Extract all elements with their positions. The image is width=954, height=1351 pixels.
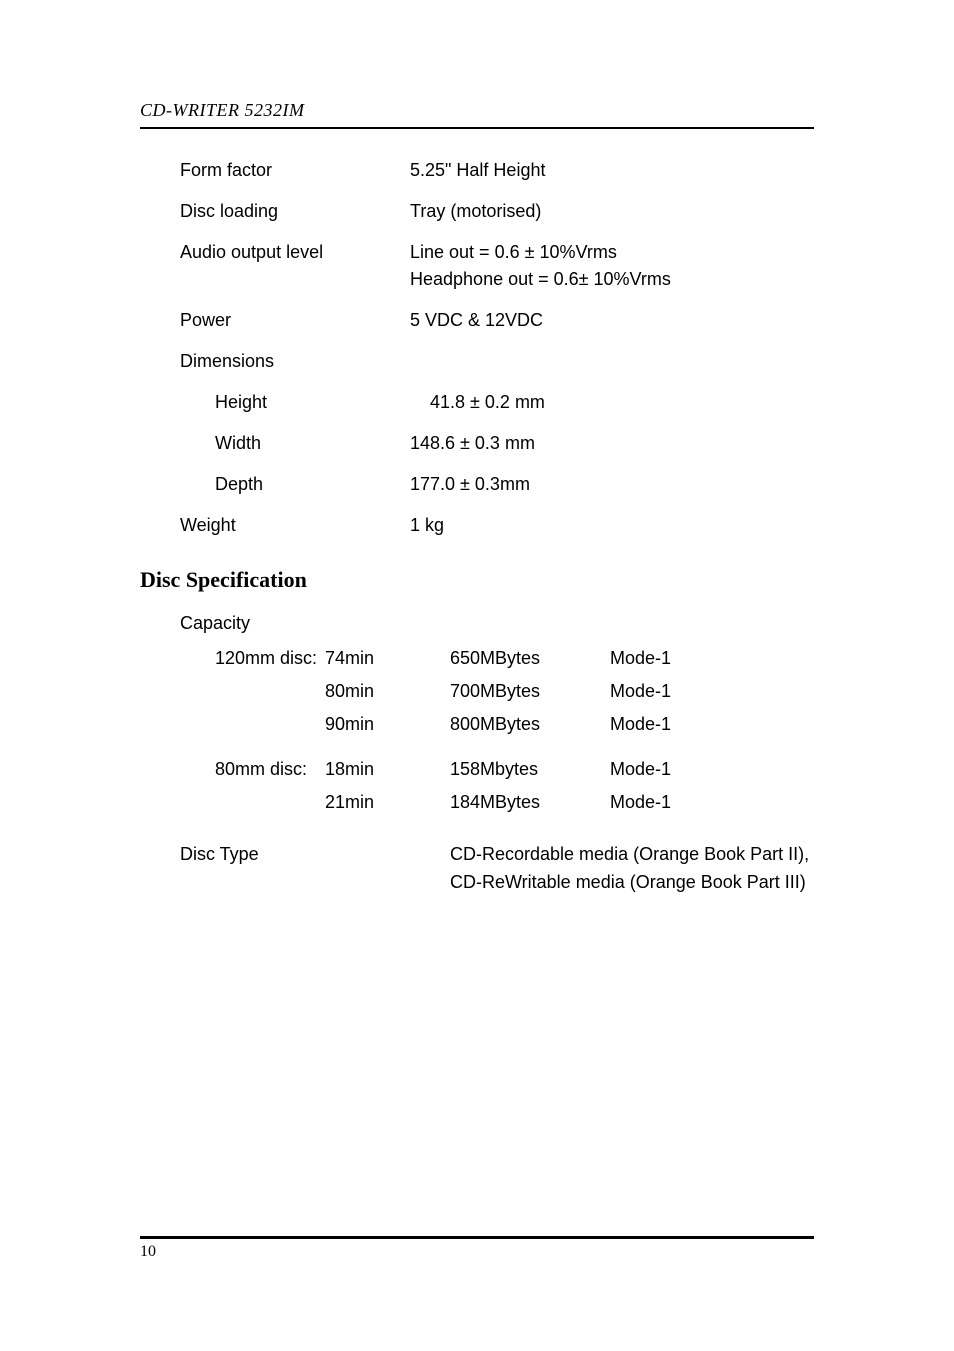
spec-row: Dimensions	[140, 348, 814, 375]
disc-type-value: CD-Recordable media (Orange Book Part II…	[450, 841, 814, 897]
header-title: CD-WRITER 5232IM	[140, 100, 814, 121]
spec-value: 148.6 ± 0.3 mm	[410, 430, 814, 457]
page-number: 10	[140, 1243, 814, 1261]
spec-row: Depth177.0 ± 0.3mm	[140, 471, 814, 498]
capacity-cell: 80min	[325, 681, 450, 702]
spec-label: Disc loading	[140, 198, 410, 225]
spec-label: Width	[140, 430, 410, 457]
spec-label: Form factor	[140, 157, 410, 184]
capacity-cell	[140, 792, 325, 813]
capacity-cell: 80mm disc:	[140, 759, 325, 780]
spec-label: Depth	[140, 471, 410, 498]
spec-value: 41.8 ± 0.2 mm	[410, 389, 814, 416]
spec-row: Height 41.8 ± 0.2 mm	[140, 389, 814, 416]
spec-value: Line out = 0.6 ± 10%Vrms Headphone out =…	[410, 239, 814, 293]
footer: 10	[140, 1236, 814, 1261]
capacity-cell: Mode-1	[610, 681, 671, 702]
spec-value	[410, 348, 814, 375]
footer-rule	[140, 1236, 814, 1239]
capacity-row: 80min700MBytesMode-1	[140, 681, 814, 702]
spec-value: Tray (motorised)	[410, 198, 814, 225]
spec-label: Height	[140, 389, 410, 416]
capacity-label: Capacity	[140, 613, 814, 634]
spec-label: Audio output level	[140, 239, 410, 293]
spec-label: Dimensions	[140, 348, 410, 375]
spec-row: Width148.6 ± 0.3 mm	[140, 430, 814, 457]
capacity-cell: Mode-1	[610, 792, 671, 813]
capacity-cell: 90min	[325, 714, 450, 735]
spec-row: Form factor5.25" Half Height	[140, 157, 814, 184]
header-rule	[140, 127, 814, 129]
capacity-cell: 700MBytes	[450, 681, 610, 702]
spec-value: 177.0 ± 0.3mm	[410, 471, 814, 498]
capacity-cell	[140, 714, 325, 735]
gap	[140, 747, 814, 759]
spec-value: 5 VDC & 12VDC	[410, 307, 814, 334]
spec-value: 5.25" Half Height	[410, 157, 814, 184]
spec-value: 1 kg	[410, 512, 814, 539]
general-spec-block: Form factor5.25" Half HeightDisc loading…	[140, 157, 814, 539]
capacity-cell: Mode-1	[610, 714, 671, 735]
capacity-cell: 21min	[325, 792, 450, 813]
spec-label: Weight	[140, 512, 410, 539]
capacity-row: 90min800MBytesMode-1	[140, 714, 814, 735]
spec-row: Disc loadingTray (motorised)	[140, 198, 814, 225]
spec-row: Audio output levelLine out = 0.6 ± 10%Vr…	[140, 239, 814, 293]
capacity-row: 80mm disc:18min158MbytesMode-1	[140, 759, 814, 780]
capacity-cell: 800MBytes	[450, 714, 610, 735]
capacity-cell	[140, 681, 325, 702]
disc-type-label: Disc Type	[140, 841, 450, 897]
capacity-cell: 158Mbytes	[450, 759, 610, 780]
capacity-cell: 74min	[325, 648, 450, 669]
spec-row: Power5 VDC & 12VDC	[140, 307, 814, 334]
capacity-cell: 184MBytes	[450, 792, 610, 813]
capacity-row: 120mm disc:74min650MBytesMode-1	[140, 648, 814, 669]
capacity-cell: 650MBytes	[450, 648, 610, 669]
capacity-cell: 18min	[325, 759, 450, 780]
spec-label: Power	[140, 307, 410, 334]
capacity-row: 21min184MBytesMode-1	[140, 792, 814, 813]
capacity-cell: 120mm disc:	[140, 648, 325, 669]
capacity-cell: Mode-1	[610, 648, 671, 669]
disc-spec-heading: Disc Specification	[140, 567, 814, 593]
capacity-table: 120mm disc:74min650MBytesMode-180min700M…	[140, 648, 814, 813]
disc-type-row: Disc Type CD-Recordable media (Orange Bo…	[140, 841, 814, 897]
spec-row: Weight1 kg	[140, 512, 814, 539]
capacity-cell: Mode-1	[610, 759, 671, 780]
